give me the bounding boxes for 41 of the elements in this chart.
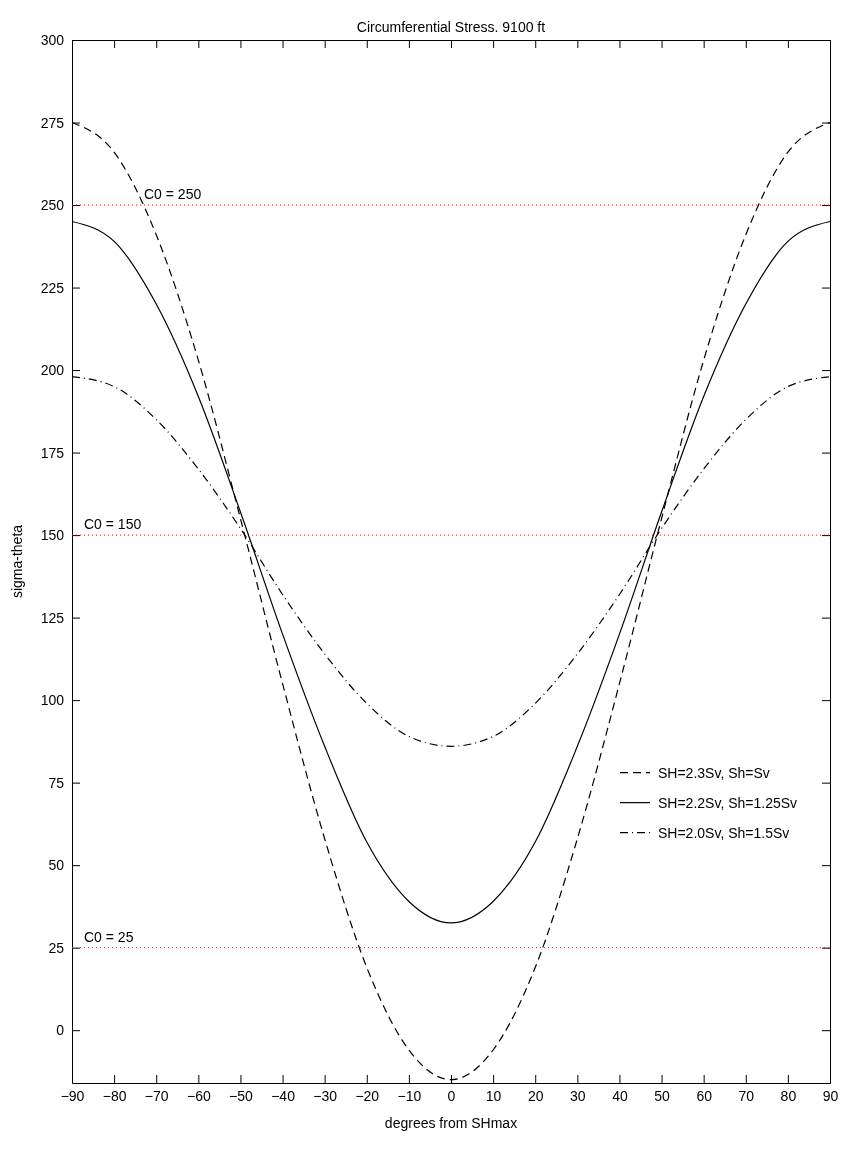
x-tick-label: −10	[397, 1087, 422, 1104]
x-tick-label: 70	[738, 1087, 755, 1104]
legend-label: SH=2.2Sv, Sh=1.25Sv	[658, 794, 798, 811]
y-tick-label: 0	[56, 1022, 65, 1039]
y-tick-label: 150	[40, 527, 65, 544]
ref-line-label: C0 = 250	[144, 186, 202, 203]
x-tick-label: −30	[313, 1087, 338, 1104]
x-axis-title: degrees from SHmax	[384, 1115, 518, 1131]
legend-label: SH=2.0Sv, Sh=1.5Sv	[658, 824, 790, 841]
x-tick-label: 20	[527, 1087, 544, 1104]
x-tick-label: −70	[144, 1087, 169, 1104]
x-tick-label: −60	[186, 1087, 211, 1104]
x-tick-label: 50	[654, 1087, 671, 1104]
chart-title: Circumferential Stress. 9100 ft	[356, 19, 546, 35]
x-tick-label: −20	[355, 1087, 380, 1104]
y-tick-label: 275	[40, 114, 65, 131]
x-tick-label: −90	[60, 1087, 85, 1104]
x-tick-label: 30	[570, 1087, 586, 1104]
legend-label: SH=2.3Sv, Sh=Sv	[658, 764, 770, 781]
y-tick-label: 200	[40, 362, 65, 379]
y-tick-label: 300	[40, 31, 65, 48]
x-tick-label: −50	[229, 1087, 254, 1104]
x-tick-label: −40	[271, 1087, 296, 1104]
y-axis-title: sigma-theta	[9, 524, 25, 599]
x-tick-label: 80	[780, 1087, 797, 1104]
y-tick-label: 175	[40, 444, 65, 461]
x-tick-label: 90	[822, 1087, 839, 1104]
ref-line-label: C0 = 25	[84, 928, 134, 945]
y-tick-label: 125	[40, 609, 65, 626]
ref-line-label: C0 = 150	[84, 516, 142, 533]
y-tick-label: 25	[48, 939, 65, 956]
x-tick-label: 60	[696, 1087, 713, 1104]
y-tick-label: 50	[48, 857, 65, 874]
x-tick-label: 40	[612, 1087, 628, 1104]
y-tick-label: 100	[40, 692, 65, 709]
y-tick-label: 75	[48, 774, 65, 791]
x-tick-label: −80	[102, 1087, 127, 1104]
y-tick-label: 225	[40, 279, 65, 296]
y-tick-label: 250	[40, 197, 65, 214]
x-tick-label: 0	[447, 1087, 456, 1104]
x-tick-label: 10	[485, 1087, 502, 1104]
